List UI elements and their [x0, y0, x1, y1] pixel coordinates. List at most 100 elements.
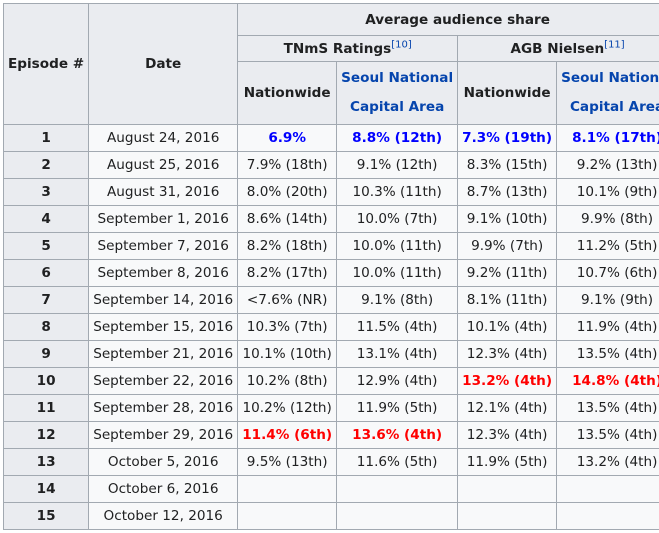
date-cell: October 12, 2016 [88, 502, 239, 530]
episode-header: Episode # [2, 3, 90, 125]
tnms-header: TNmS Ratings[10] [237, 35, 459, 62]
table-row: 12 September 29, 2016 11.4% (6th) 13.6% … [2, 421, 659, 449]
tnms-nationwide-cell: 6.9% [237, 124, 338, 152]
agb-seoul-cell: 14.8% (4th) [556, 367, 659, 395]
table-row: 6 September 8, 2016 8.2% (17th) 10.0% (1… [2, 259, 659, 287]
table-row: 10 September 22, 2016 10.2% (8th) 12.9% … [2, 367, 659, 395]
agb-seoul-cell: 9.2% (13th) [556, 151, 659, 179]
table-row: 9 September 21, 2016 10.1% (10th) 13.1% … [2, 340, 659, 368]
agb-reference-link[interactable]: [11] [604, 38, 625, 50]
agb-seoul-cell [556, 502, 659, 530]
table-row: 4 September 1, 2016 8.6% (14th) 10.0% (7… [2, 205, 659, 233]
agb-nationwide-cell: 8.1% (11th) [457, 286, 558, 314]
agb-seoul-line2[interactable]: Capital Area [569, 99, 659, 115]
table-row: 1 August 24, 2016 6.9% 8.8% (12th) 7.3% … [2, 124, 659, 152]
episode-cell: 15 [2, 502, 90, 530]
agb-nationwide-cell: 10.1% (4th) [457, 313, 558, 341]
tnms-reference-link[interactable]: [10] [391, 38, 412, 50]
agb-nationwide-cell: 8.3% (15th) [457, 151, 558, 179]
agb-nationwide-cell: 7.3% (19th) [457, 124, 558, 152]
episode-cell: 4 [2, 205, 90, 233]
agb-seoul-cell: 11.9% (4th) [556, 313, 659, 341]
tnms-seoul-line1[interactable]: Seoul National [341, 70, 454, 86]
tnms-seoul-cell: 10.0% (11th) [336, 232, 459, 260]
episode-cell: 8 [2, 313, 90, 341]
agb-seoul-cell: 11.2% (5th) [556, 232, 659, 260]
tnms-seoul-cell: 10.3% (11th) [336, 178, 459, 206]
agb-seoul-header[interactable]: Seoul National Capital Area [556, 61, 659, 125]
agb-seoul-line1[interactable]: Seoul National [561, 70, 659, 86]
agb-nationwide-cell: 9.1% (10th) [457, 205, 558, 233]
tnms-nationwide-cell: 8.2% (18th) [237, 232, 338, 260]
tnms-nationwide-cell: 7.9% (18th) [237, 151, 338, 179]
table-row: 11 September 28, 2016 10.2% (12th) 11.9%… [2, 394, 659, 422]
date-cell: September 28, 2016 [88, 394, 239, 422]
agb-nationwide-header: Nationwide [457, 61, 558, 125]
date-cell: September 21, 2016 [88, 340, 239, 368]
tnms-nationwide-cell: 8.2% (17th) [237, 259, 338, 287]
tnms-seoul-cell: 9.1% (8th) [336, 286, 459, 314]
tnms-seoul-line2[interactable]: Capital Area [350, 99, 445, 115]
agb-nationwide-cell: 12.3% (4th) [457, 340, 558, 368]
agb-seoul-cell: 8.1% (17th) [556, 124, 659, 152]
episode-cell: 10 [2, 367, 90, 395]
episode-cell: 2 [2, 151, 90, 179]
tnms-seoul-cell: 11.6% (5th) [336, 448, 459, 476]
agb-nationwide-cell: 13.2% (4th) [457, 367, 558, 395]
table-row: 7 September 14, 2016 <7.6% (NR) 9.1% (8t… [2, 286, 659, 314]
agb-seoul-cell: 13.5% (4th) [556, 340, 659, 368]
episode-cell: 12 [2, 421, 90, 449]
tnms-nationwide-cell: 10.1% (10th) [237, 340, 338, 368]
date-cell: August 24, 2016 [88, 124, 239, 152]
episode-cell: 7 [2, 286, 90, 314]
agb-seoul-cell: 13.5% (4th) [556, 394, 659, 422]
agb-seoul-cell [556, 475, 659, 503]
tnms-seoul-cell: 8.8% (12th) [336, 124, 459, 152]
agb-seoul-cell: 10.7% (6th) [556, 259, 659, 287]
date-cell: September 15, 2016 [88, 313, 239, 341]
date-cell: August 31, 2016 [88, 178, 239, 206]
tnms-seoul-cell: 11.5% (4th) [336, 313, 459, 341]
table-row: 8 September 15, 2016 10.3% (7th) 11.5% (… [2, 313, 659, 341]
date-cell: September 8, 2016 [88, 259, 239, 287]
table-row: 13 October 5, 2016 9.5% (13th) 11.6% (5t… [2, 448, 659, 476]
tnms-seoul-cell: 13.1% (4th) [336, 340, 459, 368]
agb-nationwide-cell: 12.1% (4th) [457, 394, 558, 422]
ratings-table: Episode # Date Average audience share TN… [2, 3, 659, 530]
tnms-nationwide-cell: 8.0% (20th) [237, 178, 338, 206]
tnms-label: TNmS Ratings [283, 40, 392, 57]
tnms-seoul-cell [336, 502, 459, 530]
episode-cell: 1 [2, 124, 90, 152]
tnms-nationwide-cell: 9.5% (13th) [237, 448, 338, 476]
tnms-nationwide-cell: 8.6% (14th) [237, 205, 338, 233]
tnms-seoul-header[interactable]: Seoul National Capital Area [336, 61, 459, 125]
episode-cell: 3 [2, 178, 90, 206]
episode-cell: 5 [2, 232, 90, 260]
tnms-seoul-cell: 11.9% (5th) [336, 394, 459, 422]
date-cell: September 22, 2016 [88, 367, 239, 395]
tnms-seoul-cell: 13.6% (4th) [336, 421, 459, 449]
table-row: 2 August 25, 2016 7.9% (18th) 9.1% (12th… [2, 151, 659, 179]
episode-cell: 9 [2, 340, 90, 368]
agb-nationwide-cell [457, 502, 558, 530]
tnms-nationwide-cell: 10.3% (7th) [237, 313, 338, 341]
tnms-nationwide-cell: 10.2% (8th) [237, 367, 338, 395]
episode-cell: 13 [2, 448, 90, 476]
agb-seoul-cell: 9.1% (9th) [556, 286, 659, 314]
episode-cell: 11 [2, 394, 90, 422]
agb-seoul-cell: 13.2% (4th) [556, 448, 659, 476]
agb-nationwide-cell [457, 475, 558, 503]
tnms-nationwide-cell: 11.4% (6th) [237, 421, 338, 449]
date-cell: October 6, 2016 [88, 475, 239, 503]
date-cell: September 29, 2016 [88, 421, 239, 449]
date-cell: September 14, 2016 [88, 286, 239, 314]
tnms-seoul-cell: 12.9% (4th) [336, 367, 459, 395]
table-row: 3 August 31, 2016 8.0% (20th) 10.3% (11t… [2, 178, 659, 206]
episode-cell: 14 [2, 475, 90, 503]
agb-nationwide-cell: 9.2% (11th) [457, 259, 558, 287]
table-row: 14 October 6, 2016 [2, 475, 659, 503]
date-cell: September 7, 2016 [88, 232, 239, 260]
tnms-nationwide-header: Nationwide [237, 61, 338, 125]
agb-label: AGB Nielsen [510, 40, 605, 57]
agb-nationwide-cell: 9.9% (7th) [457, 232, 558, 260]
